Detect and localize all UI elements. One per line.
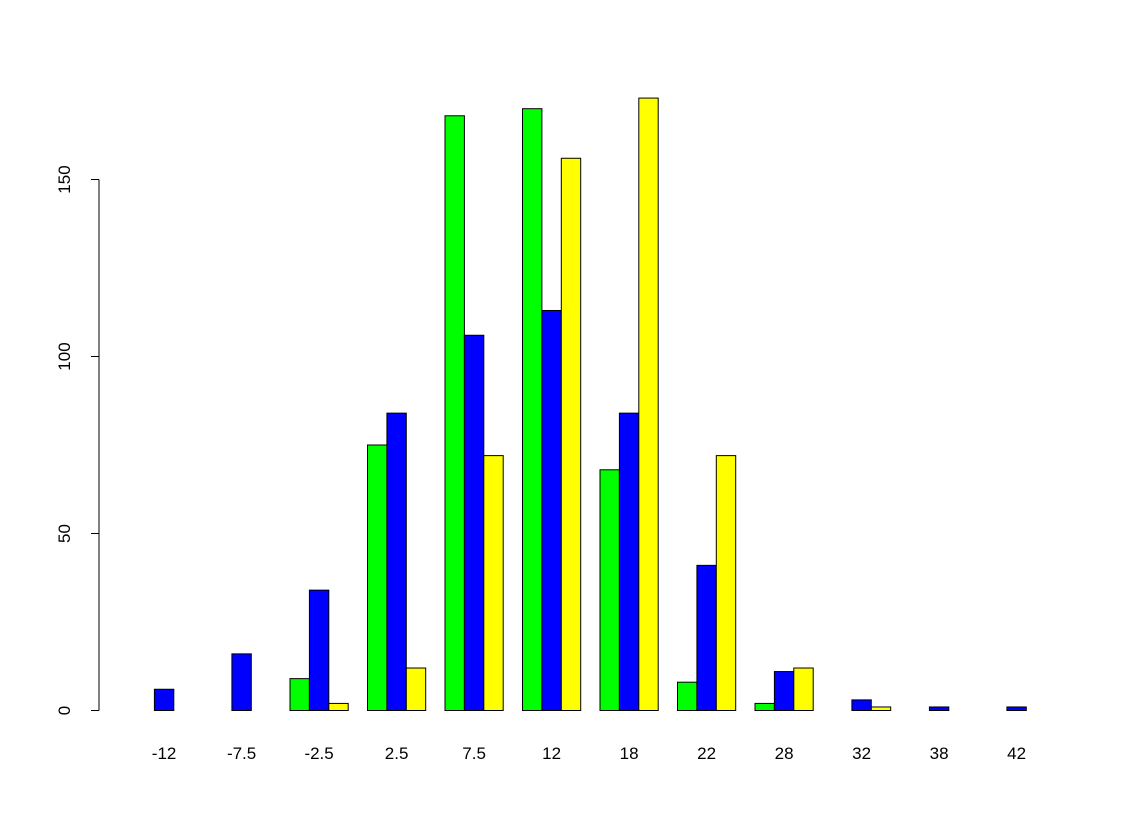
bar--7.5-series-2 <box>231 653 252 711</box>
bar-18-series-1 <box>599 469 620 711</box>
bar-7.5-series-1 <box>444 115 465 711</box>
bar-2.5-series-1 <box>367 444 388 711</box>
y-tick-label: 150 <box>55 165 74 193</box>
bar-12-series-1 <box>522 108 543 711</box>
x-tick-label: 2.5 <box>385 744 409 763</box>
y-axis: 0 50 100 150 <box>55 165 100 715</box>
bar-28-series-3 <box>793 667 814 712</box>
bar-22-series-2 <box>696 564 717 711</box>
y-tick-label: 0 <box>55 706 74 715</box>
bar-18-series-3 <box>638 97 659 711</box>
bar-28-series-2 <box>773 671 795 711</box>
bar-12-series-3 <box>560 157 582 711</box>
x-tick-label: -2.5 <box>304 744 333 763</box>
x-tick-label: 7.5 <box>462 744 486 763</box>
bar-18-series-2 <box>618 412 640 711</box>
bar--2.5-series-1 <box>289 678 310 712</box>
x-tick-label: 12 <box>542 744 561 763</box>
bar-32-series-3 <box>870 706 892 712</box>
x-tick-labels-group: -12 -7.5 -2.5 2.5 7.5 12 18 22 28 32 38 42 <box>152 744 1026 763</box>
x-tick-label: 18 <box>620 744 639 763</box>
bars-group <box>153 97 1027 712</box>
bar-38-series-2 <box>928 706 950 712</box>
bar-22-series-3 <box>715 455 737 711</box>
bar-28-series-1 <box>754 702 775 711</box>
bar-7.5-series-3 <box>483 455 504 711</box>
bar-2.5-series-2 <box>386 412 407 711</box>
bar-42-series-2 <box>1006 706 1027 712</box>
bar-22-series-1 <box>677 681 698 711</box>
x-tick-label: 42 <box>1007 744 1026 763</box>
x-tick-label: 38 <box>930 744 949 763</box>
bar--12-series-2 <box>153 688 175 712</box>
y-tick-label: 50 <box>55 524 74 543</box>
x-tick-label: 22 <box>697 744 716 763</box>
x-tick-label: 32 <box>852 744 871 763</box>
x-tick-label: 28 <box>775 744 794 763</box>
bar--2.5-series-3 <box>328 702 349 711</box>
x-tick-label: -12 <box>152 744 177 763</box>
x-tick-label: -7.5 <box>227 744 256 763</box>
y-tick-label: 100 <box>55 342 74 370</box>
bar--2.5-series-2 <box>308 589 330 712</box>
bar-32-series-2 <box>851 699 872 712</box>
bar-2.5-series-3 <box>405 667 427 712</box>
bar-7.5-series-2 <box>463 334 485 711</box>
y-ticks-group: 0 50 100 150 <box>55 165 99 715</box>
bar-12-series-2 <box>541 309 562 711</box>
